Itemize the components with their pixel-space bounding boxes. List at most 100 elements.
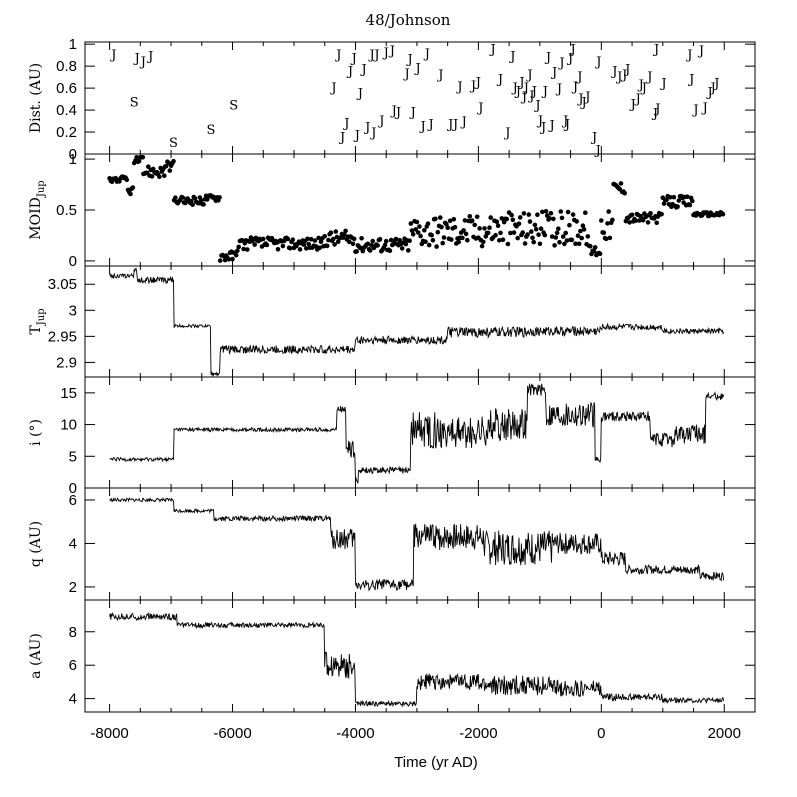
data-point — [606, 209, 611, 214]
data-point — [629, 212, 635, 218]
data-marker: J — [691, 103, 698, 118]
data-marker: J — [563, 117, 570, 132]
data-marker: J — [334, 48, 341, 63]
data-marker: J — [634, 92, 641, 107]
data-point — [275, 247, 281, 252]
data-point — [124, 177, 130, 183]
data-point — [585, 234, 591, 239]
data-marker: J — [645, 70, 652, 85]
data-point — [375, 243, 380, 248]
data-marker: J — [637, 78, 644, 93]
data-marker: J — [382, 46, 389, 61]
data-point — [280, 243, 286, 249]
data-point — [482, 226, 487, 231]
data-point — [365, 241, 371, 247]
panel-frame — [84, 153, 756, 267]
data-marker: J — [687, 72, 694, 87]
data-point — [305, 236, 310, 242]
data-point — [591, 248, 597, 254]
data-point — [377, 236, 383, 242]
data-marker: J — [476, 101, 483, 116]
data-point — [574, 219, 579, 224]
data-point — [515, 235, 520, 241]
data-point — [559, 215, 565, 221]
data-point — [162, 173, 167, 178]
data-marker: J — [369, 126, 376, 141]
data-point — [430, 238, 436, 243]
data-point — [469, 218, 475, 223]
data-marker: J — [555, 82, 562, 97]
data-point — [422, 228, 427, 233]
data-marker: J — [594, 55, 601, 70]
data-point — [440, 240, 446, 246]
data-point — [245, 247, 250, 252]
data-point — [441, 235, 447, 240]
data-point — [173, 195, 178, 200]
data-point — [306, 241, 312, 247]
data-point — [511, 230, 517, 235]
data-marker: J — [329, 81, 336, 96]
data-point — [312, 238, 318, 243]
data-marker: J — [409, 105, 416, 120]
data-point — [664, 197, 669, 203]
data-point — [704, 210, 710, 215]
data-point — [542, 232, 548, 238]
x-tick-label: -6000 — [213, 725, 251, 742]
data-point — [465, 237, 470, 243]
data-point — [297, 247, 303, 252]
data-marker: J — [426, 117, 433, 132]
data-point — [180, 195, 185, 200]
series-line — [109, 611, 725, 708]
data-marker: J — [451, 117, 458, 132]
panel-frame — [84, 599, 756, 713]
data-point — [322, 234, 328, 239]
data-point — [463, 231, 469, 237]
data-marker: J — [629, 98, 636, 113]
data-point — [201, 202, 206, 207]
data-point — [538, 226, 544, 231]
data-point — [498, 230, 503, 236]
data-marker: J — [541, 84, 548, 99]
data-point — [261, 236, 266, 242]
data-marker: J — [530, 84, 537, 99]
y-tick-label: 0 — [69, 146, 77, 163]
data-point — [563, 230, 568, 236]
data-point — [439, 224, 444, 230]
data-marker: J — [388, 44, 395, 59]
y-tick-label: 0.8 — [56, 58, 77, 75]
data-point — [192, 195, 198, 201]
data-marker: J — [651, 106, 658, 121]
data-point — [549, 234, 555, 239]
data-marker: J — [489, 43, 496, 58]
data-point — [438, 215, 443, 220]
data-point — [343, 228, 348, 234]
data-marker: J — [620, 68, 627, 83]
data-marker: J — [423, 47, 430, 62]
data-marker: J — [568, 43, 575, 58]
data-point — [409, 228, 415, 233]
data-point — [190, 202, 195, 207]
data-marker: J — [610, 65, 617, 80]
data-point — [434, 244, 439, 249]
data-point — [527, 219, 533, 224]
data-marker: J — [394, 105, 401, 120]
data-point — [235, 248, 240, 253]
data-marker: J — [652, 43, 659, 58]
data-point — [520, 230, 525, 235]
data-point — [495, 223, 501, 228]
data-point — [367, 248, 373, 253]
series-line — [109, 267, 725, 378]
data-point — [531, 239, 536, 245]
data-point — [597, 251, 603, 256]
y-tick-label: 0 — [69, 480, 77, 497]
data-point — [130, 185, 136, 190]
data-point — [462, 218, 468, 223]
data-point — [332, 242, 337, 247]
data-point — [522, 241, 528, 246]
data-point — [264, 242, 270, 248]
data-marker: J — [685, 48, 692, 63]
data-point — [252, 242, 257, 247]
data-point — [163, 163, 169, 169]
data-point — [354, 249, 360, 254]
data-point — [308, 236, 314, 242]
